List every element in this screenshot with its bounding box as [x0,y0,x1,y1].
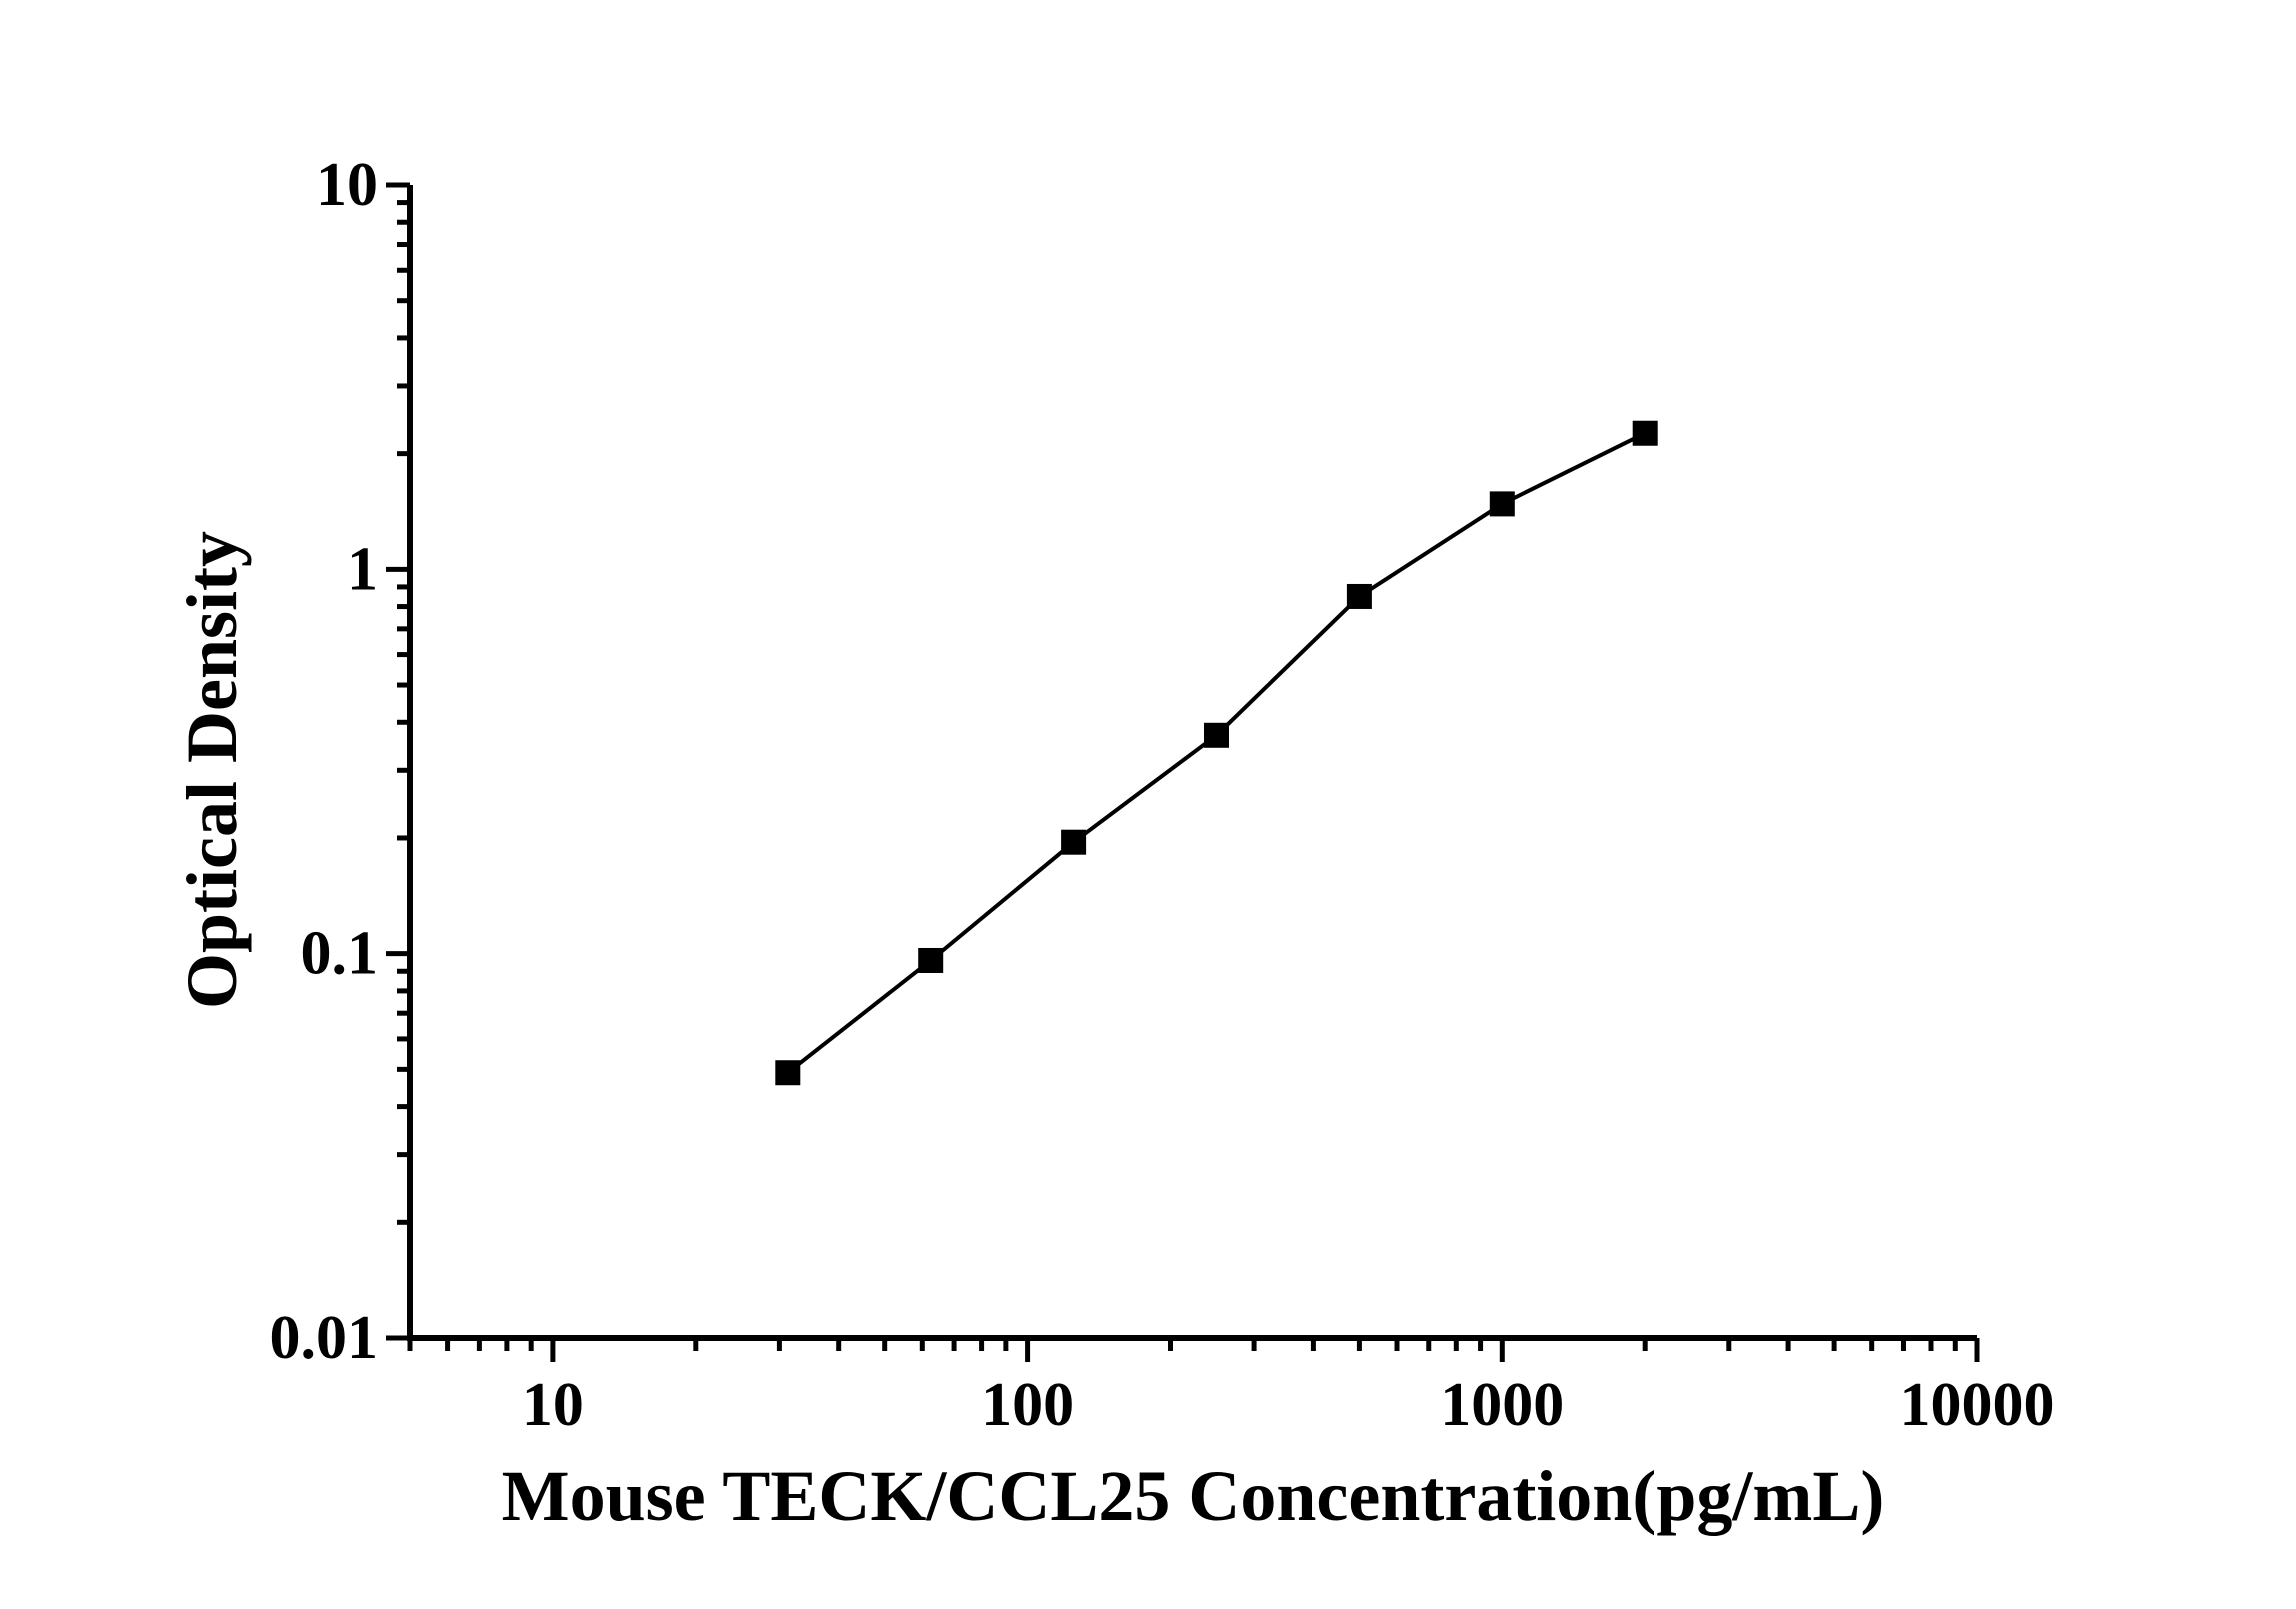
data-point-marker [1204,722,1230,748]
data-point-marker [775,1060,801,1086]
data-point-marker [918,947,944,973]
x-axis-title: Mouse TECK/CCL25 Concentration(pg/mL) [502,1456,1885,1536]
x-tick-label: 1000 [1440,1371,1564,1439]
standard-curve-line [786,431,1647,1075]
axis-tick-labels: 10 100 1000 10000 10 1 0.1 0.01 [270,151,2055,1439]
y-tick-label: 0.1 [301,920,379,988]
standard-curve-series [775,420,1658,1086]
data-point-marker [1061,829,1087,855]
data-point-marker [1489,491,1515,517]
y-axis-title: Optical Density [172,531,252,1009]
x-tick-label: 10 [522,1371,584,1439]
axis-ticks [386,182,1980,1362]
y-tick-label: 0.01 [270,1304,379,1372]
y-tick-label: 10 [316,151,378,219]
axes [407,185,1977,1341]
data-point-marker [1346,583,1372,609]
x-tick-label: 100 [981,1371,1074,1439]
y-tick-label: 1 [347,535,378,603]
x-tick-label: 10000 [1900,1371,2055,1439]
data-point-marker [1632,420,1658,446]
